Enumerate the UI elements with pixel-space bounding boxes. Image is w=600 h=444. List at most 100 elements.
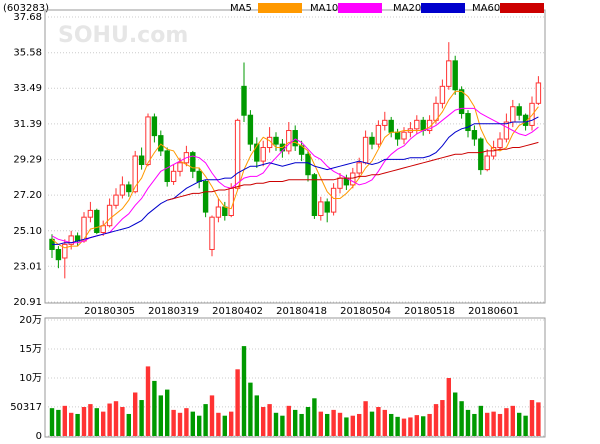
volume-bar <box>305 407 311 436</box>
volume-bar <box>94 408 99 436</box>
candle-body <box>106 204 113 227</box>
candle-body <box>465 113 471 132</box>
candle-body <box>356 162 362 174</box>
volume-bar <box>209 395 215 436</box>
candle-body <box>362 136 369 164</box>
candle-body <box>68 235 74 245</box>
candle-body <box>241 85 247 116</box>
candle-body <box>401 131 407 140</box>
candle-body <box>516 106 522 116</box>
volume-bar <box>75 413 80 436</box>
volume-bar <box>133 392 138 436</box>
volume-bar <box>427 413 432 436</box>
volume-tick-label: 10万 <box>19 373 42 384</box>
volume-bar <box>222 415 227 436</box>
volume-bar <box>408 417 413 436</box>
volume-bar <box>101 411 106 436</box>
candle-body <box>305 153 311 176</box>
volume-bar <box>273 412 279 436</box>
stock-code: (603283) <box>3 3 49 14</box>
candle-body <box>196 170 202 183</box>
candle-body <box>311 174 318 216</box>
x-tick-label: 20180305 <box>84 306 135 317</box>
candle-body <box>126 184 132 193</box>
volume-bar <box>312 398 317 436</box>
candle-body <box>292 130 298 147</box>
volume-bar <box>177 412 183 436</box>
volume-bar <box>433 404 439 436</box>
volume-bar <box>465 409 471 436</box>
volume-bar <box>421 416 426 436</box>
candle-body <box>94 209 100 233</box>
volume-bar <box>536 402 541 436</box>
y-tick-label: 23.01 <box>13 261 42 272</box>
candle-body <box>151 116 158 137</box>
volume-bar <box>152 380 157 436</box>
candle-body <box>375 124 382 145</box>
candle-body <box>113 194 119 206</box>
volume-bar <box>337 412 343 436</box>
volume-bar <box>459 401 464 436</box>
volume-bar <box>171 409 176 436</box>
candle-body <box>414 119 420 130</box>
candle-body <box>330 187 337 213</box>
volume-bar <box>357 413 362 436</box>
volume-bar <box>254 395 259 436</box>
legend-swatch <box>421 3 465 13</box>
volume-bar <box>389 413 394 436</box>
candle-body <box>484 155 490 171</box>
volume-bar <box>69 412 74 436</box>
y-tick-label: 35.58 <box>13 48 42 59</box>
legend-swatch <box>258 3 302 13</box>
candle-body <box>170 170 177 183</box>
volume-bar <box>293 409 298 436</box>
volume-tick-label: 0 <box>36 431 42 440</box>
candle-body <box>439 85 446 104</box>
volume-bar <box>523 415 528 436</box>
volume-bar <box>472 413 477 436</box>
volume-bar <box>88 404 93 436</box>
ma-line <box>167 141 539 201</box>
volume-bar <box>485 412 490 436</box>
volume-bar <box>126 413 131 436</box>
legend-swatch <box>338 3 382 13</box>
candle-body <box>286 130 292 152</box>
volume-bar <box>440 400 445 436</box>
candle-body <box>55 248 62 261</box>
volume-bar <box>184 408 189 436</box>
y-tick-label: 27.20 <box>13 190 42 201</box>
legend-swatch <box>500 3 544 13</box>
volume-bar <box>241 346 247 436</box>
price-frame <box>44 9 546 304</box>
candle-body <box>100 225 106 233</box>
candle-body <box>119 184 126 196</box>
candle-body <box>202 181 209 213</box>
volume-bar <box>453 392 458 436</box>
volume-bar <box>203 404 208 436</box>
candle-body <box>394 131 401 140</box>
candle-body <box>324 201 330 213</box>
volume-bar <box>395 416 400 436</box>
y-tick-label: 33.49 <box>13 83 42 94</box>
volume-bar <box>318 411 323 436</box>
volume-bar <box>497 413 503 436</box>
volume-bar <box>350 415 355 436</box>
candle-body <box>273 136 279 145</box>
candle-body <box>222 206 228 216</box>
legend-label: MA20 <box>393 3 421 14</box>
volume-bar <box>280 415 285 436</box>
candle-body <box>254 143 260 162</box>
y-tick-label: 31.39 <box>13 119 42 130</box>
candle-body <box>190 152 196 172</box>
volume-bar <box>120 407 125 436</box>
volume-tick-label: 20万 <box>19 315 42 326</box>
volume-bar <box>197 415 202 436</box>
candle-body <box>490 147 497 157</box>
x-tick-label: 20180418 <box>276 306 327 317</box>
volume-bar <box>229 411 234 436</box>
volume-bar <box>190 411 195 436</box>
candle-body <box>388 119 394 133</box>
volume-bar <box>261 407 266 436</box>
volume-bar <box>158 395 163 436</box>
